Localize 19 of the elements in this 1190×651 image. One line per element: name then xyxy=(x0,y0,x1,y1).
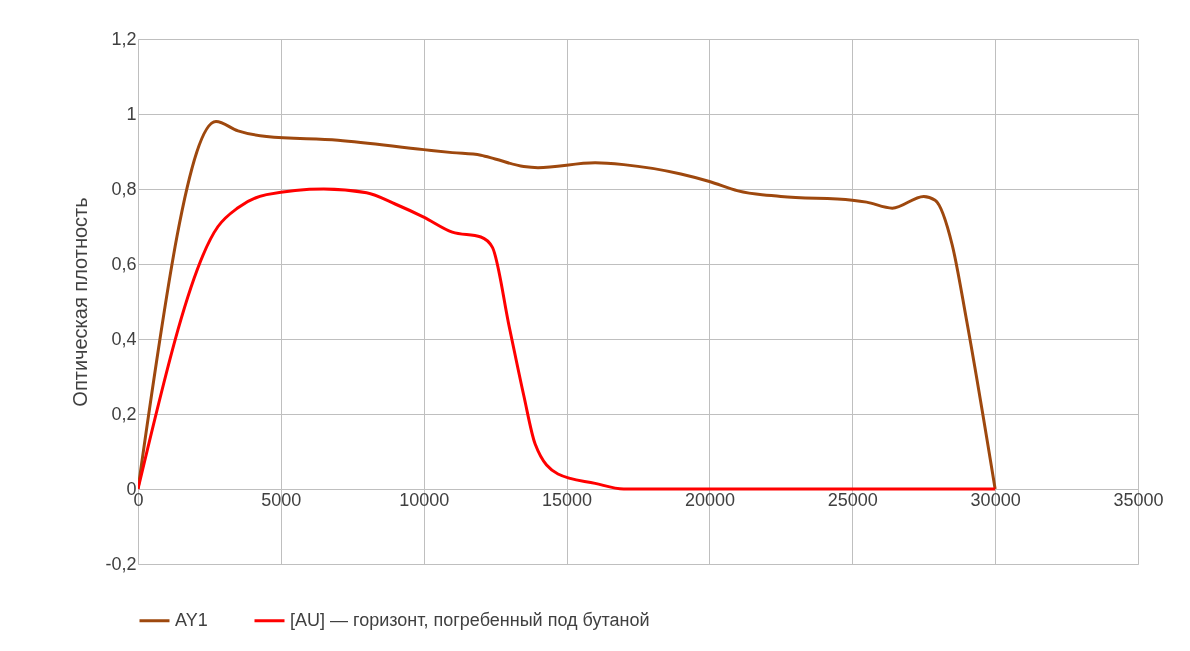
y-tick-label: 1,2 xyxy=(111,28,137,49)
x-tick-label: 30000 xyxy=(970,489,1021,510)
x-tick-label: 20000 xyxy=(684,489,735,510)
x-tick-label: 25000 xyxy=(827,489,878,510)
line-series xyxy=(138,120,997,491)
y-tick-label: 0,4 xyxy=(111,328,137,349)
x-tick-label: 5000 xyxy=(261,489,302,510)
x-tick-label: 15000 xyxy=(542,489,593,510)
legend-label: AY1 xyxy=(175,609,208,630)
y-tick-label: 0,8 xyxy=(111,178,137,199)
y-tick-label: 0,2 xyxy=(111,403,137,424)
x-tick-label: 35000 xyxy=(1113,489,1164,510)
legend-label: [AU] — горизонт, погребенный под бутаной xyxy=(290,609,650,630)
line-series xyxy=(138,187,997,491)
y-tick-label: 0,6 xyxy=(111,253,137,274)
y-tick-label: -0,2 xyxy=(105,553,137,574)
y-axis-title: Оптическая плотность xyxy=(69,197,92,407)
x-tick-label: 10000 xyxy=(399,489,450,510)
y-tick-label: 1 xyxy=(126,103,137,124)
